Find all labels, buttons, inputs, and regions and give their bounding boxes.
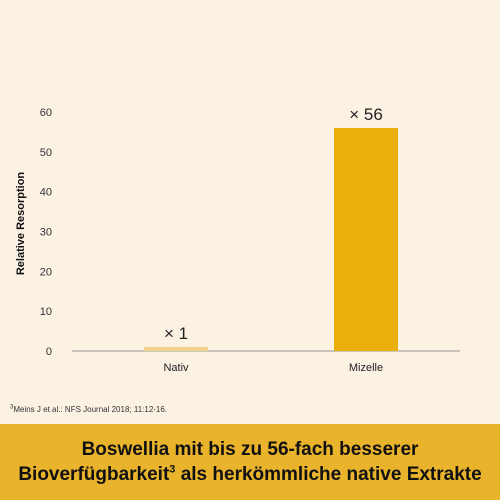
bar-mizelle <box>334 127 398 351</box>
y-tick-label: 50 <box>40 147 52 159</box>
bars: × 1 Nativ × 56 Mizelle <box>144 105 398 374</box>
bar-nativ <box>144 347 208 351</box>
y-axis-title: Relative Resorption <box>15 172 27 276</box>
y-tick-label: 20 <box>40 266 52 278</box>
y-tick-label: 10 <box>40 306 52 318</box>
data-label-nativ: × 1 <box>164 324 188 343</box>
data-label-mizelle: × 56 <box>349 105 383 124</box>
y-tick-label: 30 <box>40 227 52 239</box>
footnote-text: Meins J et al.: NFS Journal 2018; 11:12-… <box>13 405 168 414</box>
headline-footnote-marker: 3 <box>169 463 176 476</box>
footnote-marker: 3 <box>10 404 14 411</box>
category-label-nativ: Nativ <box>163 362 189 374</box>
headline-banner: Boswellia mit bis zu 56-fach besserer Bi… <box>0 424 500 500</box>
headline-line-2-post: als herkömmliche native Extrakte <box>175 464 482 485</box>
headline-line-2-pre: Bioverfügbarkeit <box>18 464 170 485</box>
y-tick-label: 60 <box>40 107 52 119</box>
y-tick-label: 0 <box>46 346 52 358</box>
footnote: 3Meins J et al.: NFS Journal 2018; 11:12… <box>10 404 168 414</box>
headline-line-1: Boswellia mit bis zu 56-fach besserer <box>81 439 419 460</box>
category-label-mizelle: Mizelle <box>349 362 383 374</box>
y-axis-ticks: 0 10 20 30 40 50 60 <box>40 107 52 358</box>
y-tick-label: 40 <box>40 187 52 199</box>
headline-line-2: Bioverfügbarkeit3 als herkömmliche nativ… <box>18 462 481 487</box>
bar-chart: 0 10 20 30 40 50 60 × 1 Nativ × 56 Mizelle Relati… <box>15 105 460 374</box>
